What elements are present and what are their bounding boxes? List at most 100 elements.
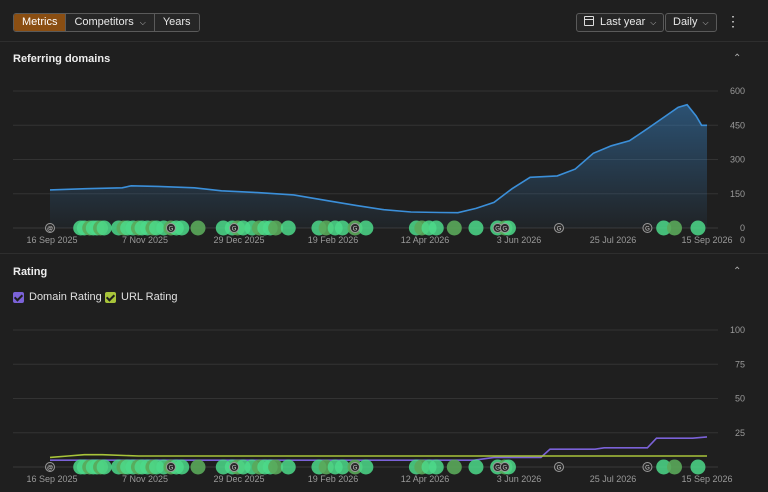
event-dot [446, 459, 462, 475]
x-tick-label: 12 Apr 2026 [401, 474, 450, 484]
annotation-marker [553, 462, 564, 472]
event-dot [334, 220, 350, 236]
y-tick-label: 50 [735, 394, 745, 404]
annotation-marker-label: G [645, 227, 650, 233]
y-tick-label: 75 [735, 359, 745, 369]
legend-domain-rating[interactable]: Domain Rating [13, 291, 102, 303]
legend-url-rating[interactable]: URL Rating [105, 291, 177, 303]
legend-domain-rating-label: Domain Rating [29, 291, 102, 303]
annotation-marker [499, 223, 510, 233]
annotation-marker [229, 462, 240, 472]
y-tick-label: 150 [730, 189, 745, 199]
x-tick-label: 3 Jun 2026 [497, 474, 542, 484]
collapse-rating-icon[interactable]: ⌃ [733, 266, 742, 277]
annotation-marker-label: G [495, 466, 500, 472]
series-area [50, 104, 707, 228]
event-dot [690, 220, 706, 236]
annotation-marker-label: G [169, 466, 174, 472]
event-dot [656, 220, 672, 236]
event-dot [96, 220, 112, 236]
event-dot [280, 459, 296, 475]
more-options-icon[interactable]: ⋮ [726, 13, 740, 29]
calendar-icon [584, 16, 594, 26]
period-select[interactable]: Last year ⌵ [576, 13, 665, 32]
section-divider [0, 253, 768, 254]
event-dot [358, 459, 374, 475]
event-dot [96, 459, 112, 475]
y-tick-label: 450 [730, 120, 745, 130]
tab-competitors[interactable]: Competitors ⌵ [66, 14, 155, 31]
annotation-marker-label: @ [47, 227, 53, 233]
event-dot [468, 220, 484, 236]
event-dot [667, 459, 683, 475]
x-tick-label: 16 Sep 2025 [26, 235, 77, 245]
x-tick-label: 15 Sep 2026 [681, 235, 732, 245]
event-dot [190, 220, 206, 236]
annotation-marker [642, 223, 653, 233]
annotation-marker-label: G [557, 466, 562, 472]
event-dot [280, 220, 296, 236]
x-tick-label: 25 Jul 2026 [590, 235, 637, 245]
event-dot [358, 220, 374, 236]
legend-url-rating-label: URL Rating [121, 291, 178, 303]
event-dot [268, 459, 284, 475]
checkbox-domain-rating[interactable] [13, 291, 24, 303]
annotation-marker [229, 223, 240, 233]
event-dot [334, 459, 350, 475]
chevron-down-icon: ⌵ [702, 18, 709, 27]
x-tick-label: 16 Sep 2025 [26, 474, 77, 484]
y-tick-label: 600 [730, 86, 745, 96]
annotation-marker [165, 223, 176, 233]
y-tick-label: 0 [740, 223, 745, 233]
annotation-marker-label: G [353, 466, 358, 472]
event-dot [428, 220, 444, 236]
series-line [49, 453, 707, 459]
granularity-label: Daily [673, 16, 698, 28]
period-label: Last year [600, 16, 646, 28]
event-dot [428, 459, 444, 475]
view-switcher: Metrics Competitors ⌵ Years [13, 13, 200, 32]
chevron-down-icon: ⌵ [650, 18, 657, 27]
annotation-marker [165, 462, 176, 472]
annotation-marker [45, 223, 55, 233]
event-dot [446, 220, 462, 236]
toolbar: Metrics Competitors ⌵ Years Last year ⌵ Da… [0, 0, 768, 42]
x-tick-label: 12 Apr 2026 [401, 235, 450, 245]
event-dot [656, 459, 672, 475]
section-title-rating: Rating [13, 266, 48, 278]
series-line [50, 436, 708, 461]
event-dot [268, 220, 284, 236]
annotation-marker-label: G [495, 227, 500, 233]
section-title-referring-domains: Referring domains [13, 53, 111, 65]
toolbar-divider [0, 41, 768, 42]
y-tick-label: 300 [730, 155, 745, 165]
annotation-marker-label: @ [47, 466, 53, 472]
annotation-marker-label: G [503, 466, 508, 472]
checkbox-url-rating[interactable] [105, 291, 116, 303]
x-tick-label: 29 Dec 2025 [213, 235, 264, 245]
annotation-marker-label: G [169, 227, 174, 233]
series-line [49, 103, 707, 214]
annotation-marker-label: G [557, 227, 562, 233]
event-dot [690, 459, 706, 475]
annotation-marker [350, 462, 361, 472]
event-dot [190, 459, 206, 475]
x-tick-label: 7 Nov 2025 [122, 235, 168, 245]
annotation-marker-label: G [232, 227, 237, 233]
x-tick-label: 3 Jun 2026 [497, 235, 542, 245]
tab-metrics[interactable]: Metrics [14, 14, 67, 31]
annotation-marker [350, 223, 361, 233]
tab-years[interactable]: Years [154, 14, 199, 31]
collapse-referring-domains-icon[interactable]: ⌃ [733, 53, 742, 64]
x-tick-label: 15 Sep 2026 [681, 474, 732, 484]
event-dot [468, 459, 484, 475]
annotation-marker [553, 223, 564, 233]
x-tick-label: 19 Feb 2026 [308, 235, 359, 245]
annotation-marker [499, 462, 510, 472]
granularity-select[interactable]: Daily ⌵ [665, 13, 717, 32]
y-tick-label: 25 [735, 428, 745, 438]
x-tick-label: 7 Nov 2025 [122, 474, 168, 484]
annotation-marker-label: G [503, 227, 508, 233]
